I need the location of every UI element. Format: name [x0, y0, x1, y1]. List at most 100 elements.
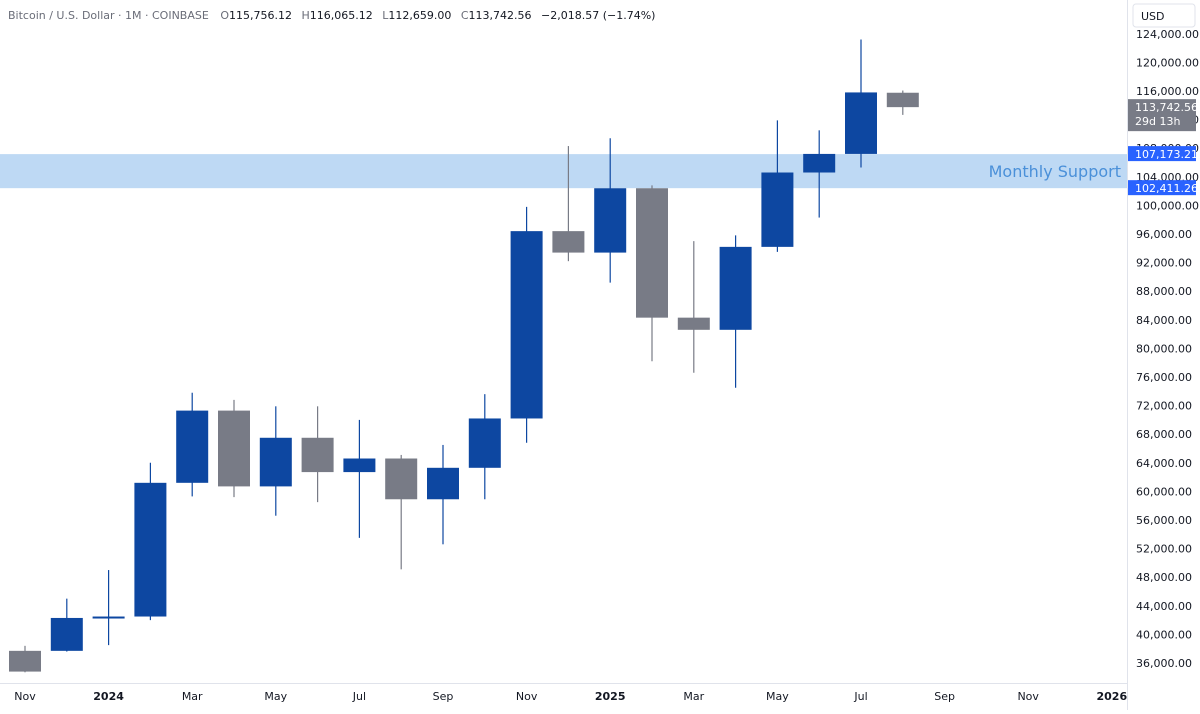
candles-layer[interactable]	[9, 39, 919, 673]
candle-body	[761, 172, 794, 247]
candle-body	[343, 458, 376, 473]
time-tick-label: Nov	[1017, 690, 1039, 703]
candle-2025-03[interactable]	[677, 241, 710, 373]
price-tick-label: 100,000.00	[1136, 199, 1199, 212]
price-tick-label: 92,000.00	[1136, 257, 1192, 270]
candle-body	[886, 92, 919, 108]
change-value: −2,018.57 (−1.74%)	[541, 9, 655, 22]
candle-body	[259, 437, 292, 487]
candle-2024-10[interactable]	[468, 394, 501, 500]
price-tick-label: 80,000.00	[1136, 342, 1192, 355]
price-tick-label: 96,000.00	[1136, 228, 1192, 241]
candle-body	[427, 467, 459, 500]
candle-2024-01[interactable]	[92, 570, 125, 646]
time-tick-label: Nov	[516, 690, 538, 703]
candle-2024-11[interactable]	[510, 206, 543, 443]
candle-body	[845, 92, 877, 154]
candle-body	[510, 231, 543, 419]
support-lower-label[interactable]: 102,411.26	[1128, 180, 1198, 196]
candle-2025-02[interactable]	[636, 185, 668, 362]
price-tick-label: 120,000.00	[1136, 56, 1199, 69]
price-tick-label: 116,000.00	[1136, 85, 1199, 98]
high-value: 116,065.12	[310, 9, 373, 22]
candle-body	[594, 188, 627, 253]
time-tick-label: Jul	[853, 690, 867, 703]
candle-2025-05[interactable]	[761, 120, 794, 252]
candle-body	[134, 482, 167, 617]
candle-2024-04[interactable]	[218, 399, 250, 498]
candle-body	[301, 437, 334, 473]
candle-2025-01[interactable]	[594, 138, 627, 283]
price-tick-label: 56,000.00	[1136, 514, 1192, 527]
price-tick-label: 36,000.00	[1136, 657, 1192, 670]
candle-2025-07[interactable]	[845, 39, 877, 168]
candle-2024-06[interactable]	[301, 406, 334, 503]
candle-2024-03[interactable]	[176, 392, 209, 497]
candle-body	[677, 317, 710, 330]
last-price-value: 113,742.56	[1135, 101, 1198, 114]
high-label: H	[301, 9, 309, 22]
candle-body	[552, 231, 585, 253]
price-tick-label: 72,000.00	[1136, 400, 1192, 413]
price-tick-label: 60,000.00	[1136, 485, 1192, 498]
time-tick-label: 2024	[93, 690, 124, 703]
candle-2024-07[interactable]	[343, 419, 376, 538]
price-tick-label: 52,000.00	[1136, 543, 1192, 556]
time-tick-label: 2026	[1096, 690, 1127, 703]
time-tick-label: Sep	[934, 690, 955, 703]
candle-2024-12[interactable]	[552, 146, 585, 262]
price-tick-label: 84,000.00	[1136, 314, 1192, 327]
currency-label: USD	[1141, 10, 1165, 23]
support-upper-value: 107,173.21	[1135, 148, 1198, 161]
candle-2025-04[interactable]	[719, 235, 752, 388]
bar-countdown: 29d 13h	[1135, 115, 1180, 128]
time-axis[interactable]: Nov 2024 Mar May Jul Sep Nov 2025 Mar May Jul Sep No…	[14, 690, 1127, 703]
monthly-support-zone[interactable]	[0, 154, 1127, 189]
support-lower-value: 102,411.26	[1135, 182, 1198, 195]
candle-2024-05[interactable]	[259, 406, 292, 516]
candle-body	[218, 410, 250, 487]
price-tick-label: 48,000.00	[1136, 571, 1192, 584]
candle-body	[9, 650, 41, 672]
price-tick-label: 88,000.00	[1136, 285, 1192, 298]
support-upper-label[interactable]: 107,173.21	[1128, 146, 1198, 162]
candle-body	[385, 458, 418, 500]
candle-2023-11[interactable]	[9, 645, 41, 673]
candle-2024-08[interactable]	[385, 454, 418, 570]
close-value: 113,742.56	[469, 9, 532, 22]
time-tick-label: Jul	[352, 690, 366, 703]
candle-2024-09[interactable]	[427, 444, 459, 545]
last-price-label[interactable]: 113,742.56 29d 13h	[1128, 99, 1198, 132]
low-value: 112,659.00	[388, 9, 451, 22]
price-tick-label: 40,000.00	[1136, 628, 1192, 641]
price-tick-label: 124,000.00	[1136, 28, 1199, 41]
candle-body	[176, 410, 209, 483]
price-tick-label: 44,000.00	[1136, 600, 1192, 613]
candle-2024-02[interactable]	[134, 462, 167, 621]
symbol-title: Bitcoin / U.S. Dollar · 1M · COINBASE	[8, 9, 209, 22]
open-label: O	[220, 9, 229, 22]
symbol-legend[interactable]: Bitcoin / U.S. Dollar · 1M · COINBASE O1…	[8, 9, 655, 22]
candle-2023-12[interactable]	[50, 598, 83, 652]
candle-body	[636, 188, 668, 318]
open-value: 115,756.12	[229, 9, 292, 22]
price-tick-label: 76,000.00	[1136, 371, 1192, 384]
price-tick-label: 68,000.00	[1136, 428, 1192, 441]
candle-2025-08[interactable]	[886, 90, 919, 115]
candle-body	[468, 418, 501, 468]
time-tick-label: Sep	[433, 690, 454, 703]
candle-body	[719, 246, 752, 330]
time-tick-label: May	[264, 690, 287, 703]
time-tick-label: Mar	[182, 690, 203, 703]
monthly-support-label: Monthly Support	[989, 162, 1121, 181]
candle-body	[92, 616, 125, 619]
candle-2025-06[interactable]	[803, 130, 836, 218]
currency-button[interactable]: USD	[1132, 3, 1196, 28]
candle-body	[50, 617, 83, 651]
time-tick-label: 2025	[595, 690, 626, 703]
time-tick-label: May	[766, 690, 789, 703]
candle-body	[803, 153, 836, 173]
